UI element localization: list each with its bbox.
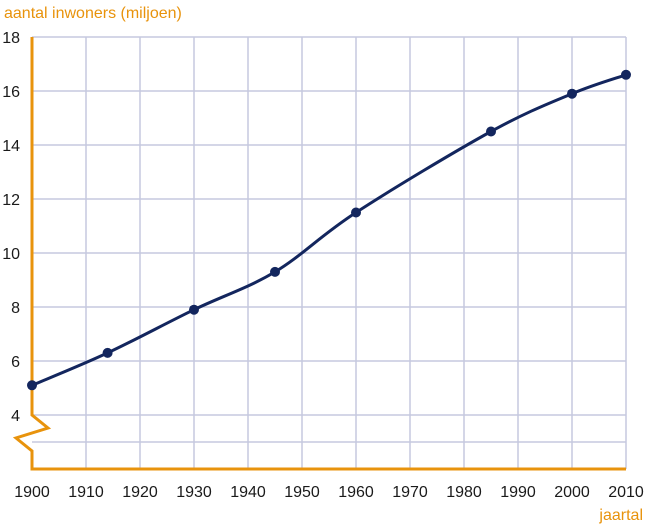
data-point: [27, 380, 37, 391]
y-tick-label: 10: [2, 246, 20, 263]
x-tick-label: 1930: [176, 484, 212, 501]
x-tick-label: 2000: [554, 484, 590, 501]
y-tick-label: 18: [2, 30, 20, 47]
x-tick-label: 1920: [122, 484, 158, 501]
y-tick-label: 6: [11, 354, 20, 371]
data-point: [621, 69, 631, 80]
axis-lines-with-break: [12, 37, 626, 471]
x-tick-label: 2010: [608, 484, 644, 501]
x-tick-label: 1900: [14, 484, 50, 501]
x-axis-title: jaartal: [598, 507, 643, 524]
y-tick-label: 14: [2, 138, 20, 155]
y-tick-label: 16: [2, 84, 20, 101]
data-point: [189, 304, 199, 315]
data-point: [486, 126, 496, 137]
x-tick-label: 1940: [230, 484, 266, 501]
x-tick-label: 1910: [68, 484, 104, 501]
axes: [12, 37, 626, 471]
grid: [32, 36, 627, 470]
y-tick-label: 4: [11, 408, 20, 425]
x-tick-label: 1950: [284, 484, 320, 501]
data-point: [270, 266, 280, 277]
y-tick-label: 8: [11, 300, 20, 317]
y-axis-title: aantal inwoners (miljoen): [4, 5, 182, 22]
x-tick-label: 1980: [446, 484, 482, 501]
x-tick-label: 1960: [338, 484, 374, 501]
data-point: [351, 207, 361, 218]
y-tick-label: 12: [2, 192, 20, 209]
series-layer: [27, 69, 631, 391]
series-line: [31, 73, 627, 387]
x-tick-label: 1970: [392, 484, 428, 501]
tick-labels: 4 6 8 10 12 14 16 18 1900 1910 1920 1930 1940 1950 196…: [2, 30, 644, 501]
data-point: [567, 88, 577, 99]
x-tick-label: 1990: [500, 484, 536, 501]
data-point: [102, 347, 113, 358]
